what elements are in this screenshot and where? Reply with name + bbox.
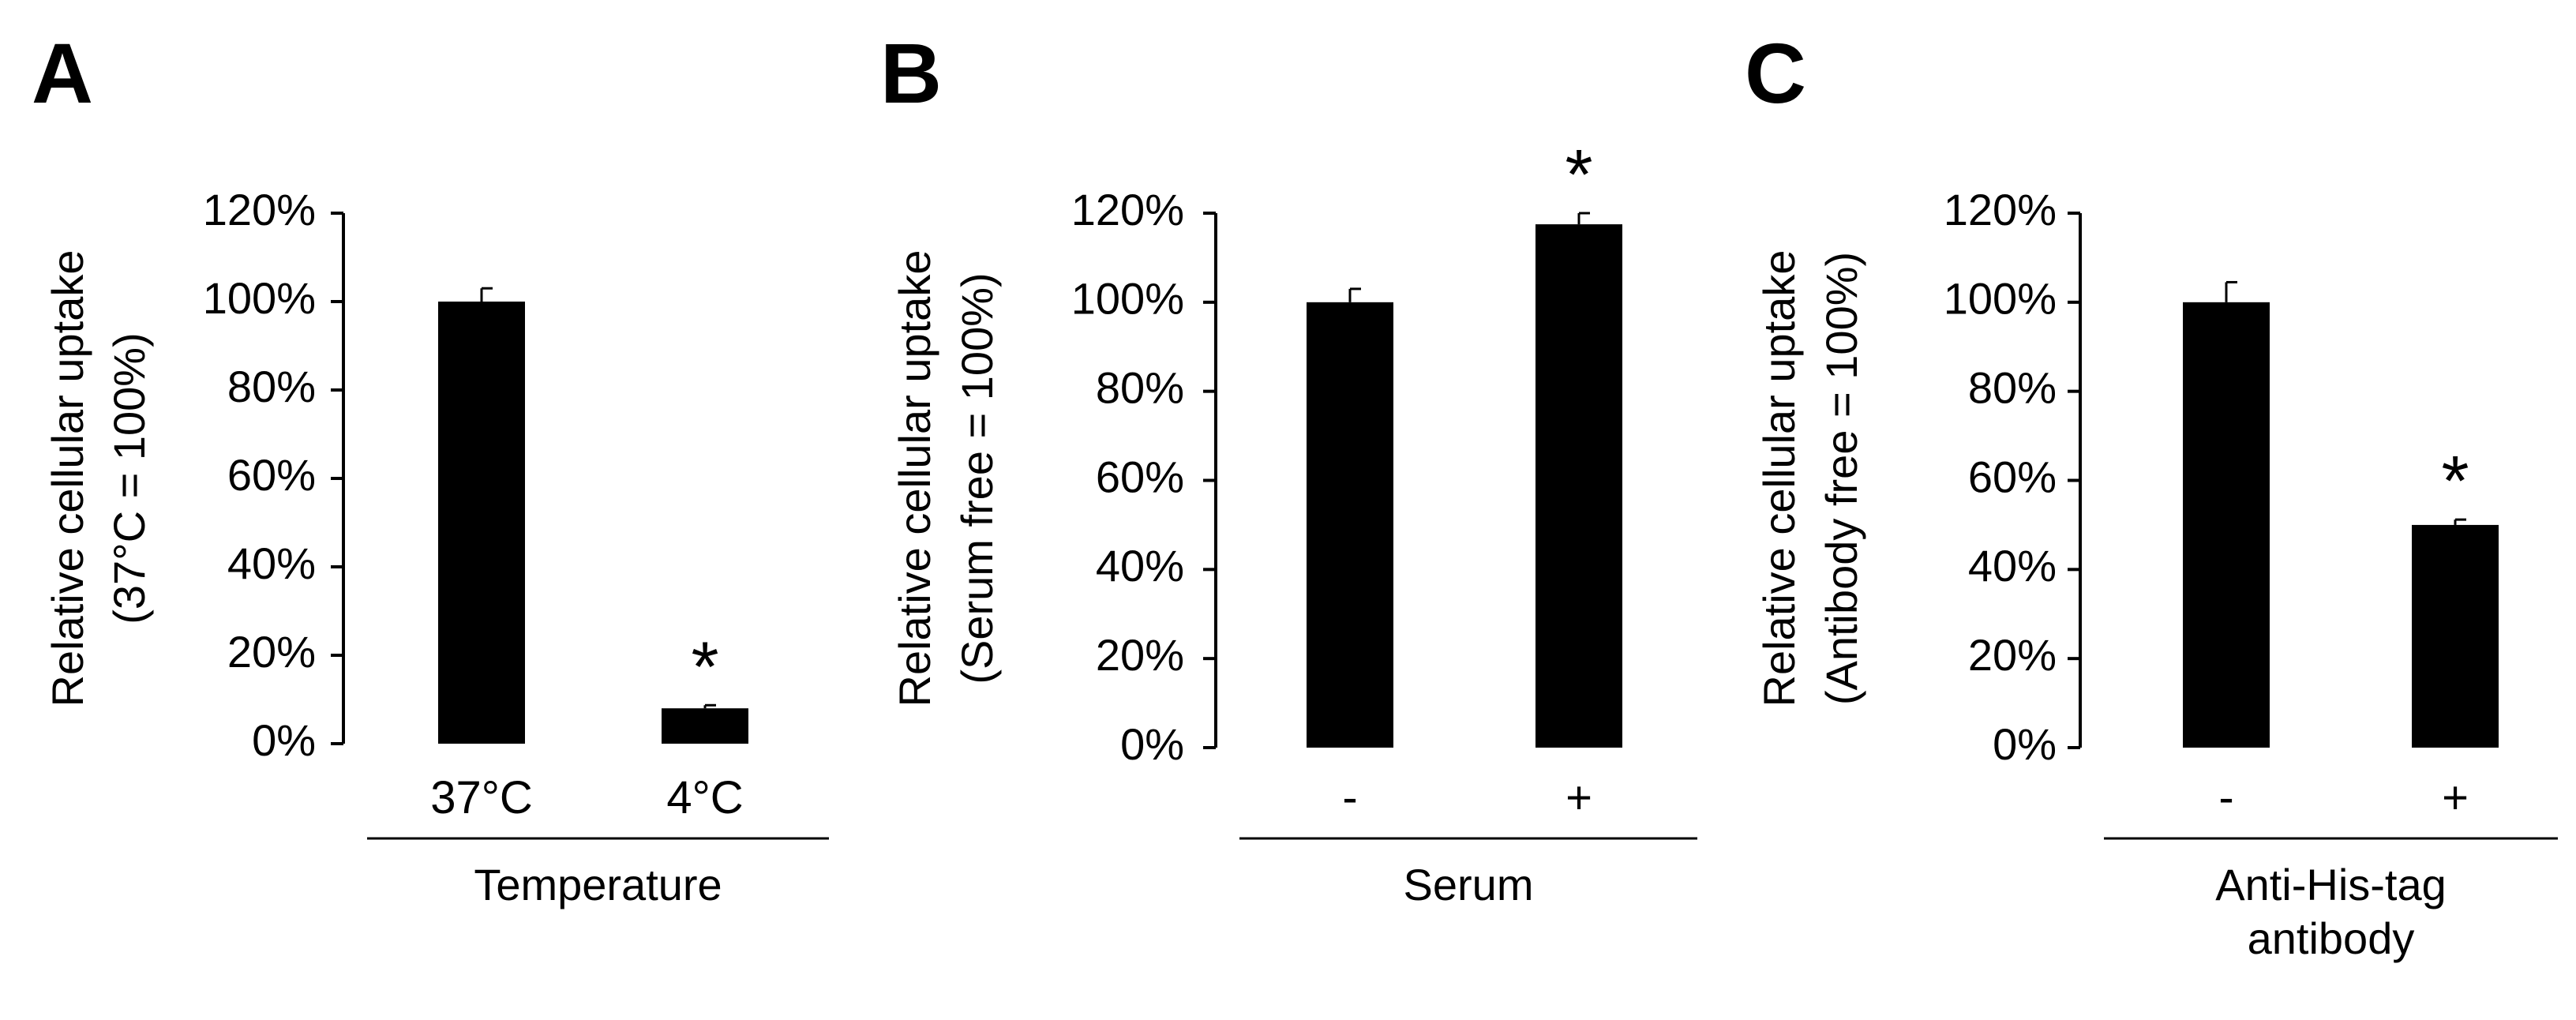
y-tick-label: 20% xyxy=(227,627,316,677)
y-tick-label: 0% xyxy=(1993,719,2057,769)
x-category-label: - xyxy=(1342,772,1357,823)
y-axis-title-line: Relative cellular uptake xyxy=(890,250,939,707)
y-tick-label: 80% xyxy=(1096,362,1184,412)
significance-asterisk: * xyxy=(1565,136,1592,215)
y-tick-label: 40% xyxy=(227,538,316,588)
x-group-label: Serum xyxy=(1404,860,1534,909)
panel-letter: C xyxy=(1745,25,1806,121)
x-category-label: 37°C xyxy=(430,772,533,823)
x-category-label: + xyxy=(2442,772,2469,823)
y-tick-label: 120% xyxy=(203,185,316,234)
panel-b: B Relative cellular uptake (Serum free = 1… xyxy=(880,25,1697,909)
x-group-label: Anti-His-tag xyxy=(2215,860,2447,909)
significance-asterisk: * xyxy=(2441,442,2469,521)
bar xyxy=(1535,224,1622,748)
panel-letter: A xyxy=(32,25,93,121)
y-tick-label: 80% xyxy=(1968,362,2057,412)
bar xyxy=(438,302,525,744)
y-axis-title-line: (Antibody free = 100%) xyxy=(1817,252,1866,705)
panel-letter: B xyxy=(880,25,942,121)
y-tick-label: 120% xyxy=(1071,185,1184,234)
significance-asterisk: * xyxy=(691,628,718,707)
bar xyxy=(2183,302,2270,748)
x-category-label: + xyxy=(1565,772,1592,823)
y-tick-label: 0% xyxy=(252,715,316,765)
y-axis-title-line: Relative cellular uptake xyxy=(1754,250,1804,707)
y-tick-label: 40% xyxy=(1968,541,2057,591)
y-tick-label: 100% xyxy=(1944,274,2057,324)
y-tick-label: 20% xyxy=(1968,630,2057,680)
y-tick-label: 60% xyxy=(1968,452,2057,501)
y-tick-label: 60% xyxy=(227,450,316,500)
y-tick-label: 60% xyxy=(1096,452,1184,501)
y-axis-title-line: (Serum free = 100%) xyxy=(952,272,1002,684)
y-tick-label: 0% xyxy=(1120,719,1184,769)
y-axis-title-line: (37°C = 100%) xyxy=(104,332,154,624)
panel-c: C Relative cellular uptake (Antibody free … xyxy=(1745,25,2558,963)
y-tick-label: 120% xyxy=(1944,185,2057,234)
x-category-label: 4°C xyxy=(666,772,743,823)
y-tick-label: 20% xyxy=(1096,630,1184,680)
y-tick-label: 100% xyxy=(203,273,316,323)
y-tick-label: 100% xyxy=(1071,274,1184,324)
x-category-label: - xyxy=(2218,772,2233,823)
panel-a: A Relative cellular uptake (37°C = 100%) 0%… xyxy=(32,25,829,909)
y-axis-title-line: Relative cellular uptake xyxy=(43,250,92,707)
y-tick-label: 80% xyxy=(227,362,316,411)
bar xyxy=(2412,524,2499,748)
y-tick-label: 40% xyxy=(1096,541,1184,591)
x-group-label: antibody xyxy=(2248,913,2415,963)
bar xyxy=(662,708,748,744)
bar xyxy=(1307,302,1393,748)
x-group-label: Temperature xyxy=(474,860,722,909)
